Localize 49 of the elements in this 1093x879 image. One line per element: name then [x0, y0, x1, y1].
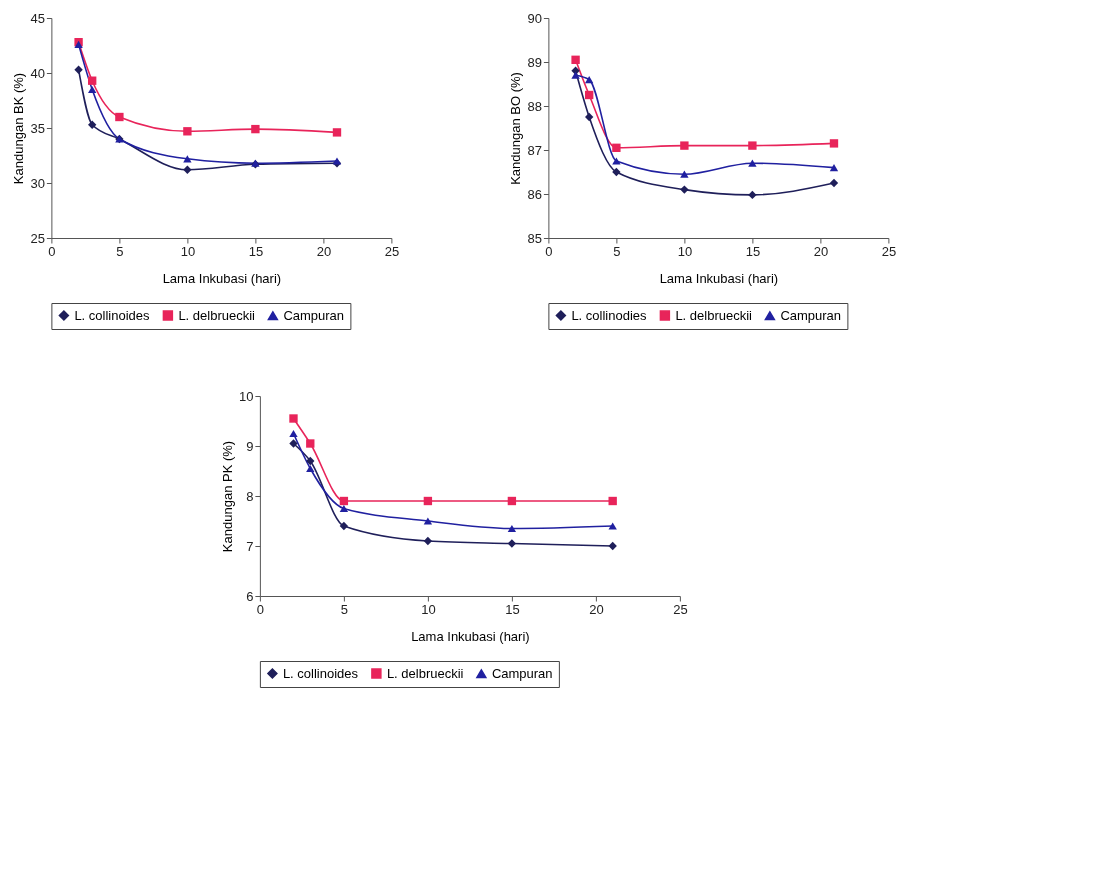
y-axis-title: Kandungan BK (%) — [11, 72, 27, 185]
x-tick-label: 20 — [813, 243, 829, 259]
x-tick-label: 0 — [545, 243, 553, 259]
x-tick-label: 20 — [589, 601, 604, 617]
legend-label: L. delbrueckii — [178, 307, 256, 323]
y-tick-label: 90 — [527, 10, 542, 26]
x-axis-title: Lama Inkubasi (hari) — [162, 270, 282, 286]
x-axis-title: Lama Inkubasi (hari) — [411, 628, 530, 644]
x-tick-label: 0 — [48, 243, 56, 259]
x-tick-label: 25 — [384, 243, 400, 259]
y-axis-title: Kandungan PK (%) — [219, 440, 235, 553]
legend-label: Campuran — [780, 307, 842, 323]
legend-label: L. collinoides — [282, 665, 359, 681]
x-tick-label: 25 — [673, 601, 688, 617]
x-tick-label: 10 — [421, 601, 436, 617]
x-tick-label: 5 — [116, 243, 124, 259]
y-tick-label: 40 — [30, 65, 45, 81]
legend-label: L. collinoides — [74, 307, 151, 323]
y-tick-label: 88 — [527, 98, 542, 114]
y-tick-label: 35 — [30, 120, 45, 136]
y-tick-label: 8 — [246, 488, 254, 504]
y-tick-label: 6 — [246, 588, 254, 604]
y-tick-label: 25 — [30, 230, 45, 246]
y-tick-label: 86 — [527, 186, 542, 202]
y-tick-label: 7 — [246, 538, 254, 554]
x-tick-label: 5 — [613, 243, 621, 259]
legend-label: L. delbrueckii — [675, 307, 753, 323]
x-tick-label: 10 — [180, 243, 196, 259]
x-tick-label: 15 — [248, 243, 264, 259]
legend-label: L. delbrueckii — [386, 665, 464, 681]
y-tick-label: 89 — [527, 54, 542, 70]
x-tick-label: 0 — [256, 601, 264, 617]
x-tick-label: 5 — [340, 601, 348, 617]
y-tick-label: 30 — [30, 175, 45, 191]
x-tick-label: 20 — [316, 243, 332, 259]
x-tick-label: 10 — [677, 243, 693, 259]
y-tick-label: 9 — [246, 438, 254, 454]
y-tick-label: 87 — [527, 142, 542, 158]
x-axis-title: Lama Inkubasi (hari) — [659, 270, 779, 286]
y-tick-label: 10 — [238, 388, 254, 404]
y-tick-label: 45 — [30, 10, 45, 26]
legend-label: Campuran — [491, 665, 553, 681]
legend-label: Campuran — [283, 307, 345, 323]
legend-label: L. collinodies — [571, 307, 648, 323]
x-tick-label: 25 — [881, 243, 897, 259]
x-tick-label: 15 — [505, 601, 520, 617]
y-tick-label: 85 — [527, 230, 542, 246]
y-axis-title: Kandungan BO (%) — [508, 72, 524, 185]
x-tick-label: 15 — [745, 243, 761, 259]
